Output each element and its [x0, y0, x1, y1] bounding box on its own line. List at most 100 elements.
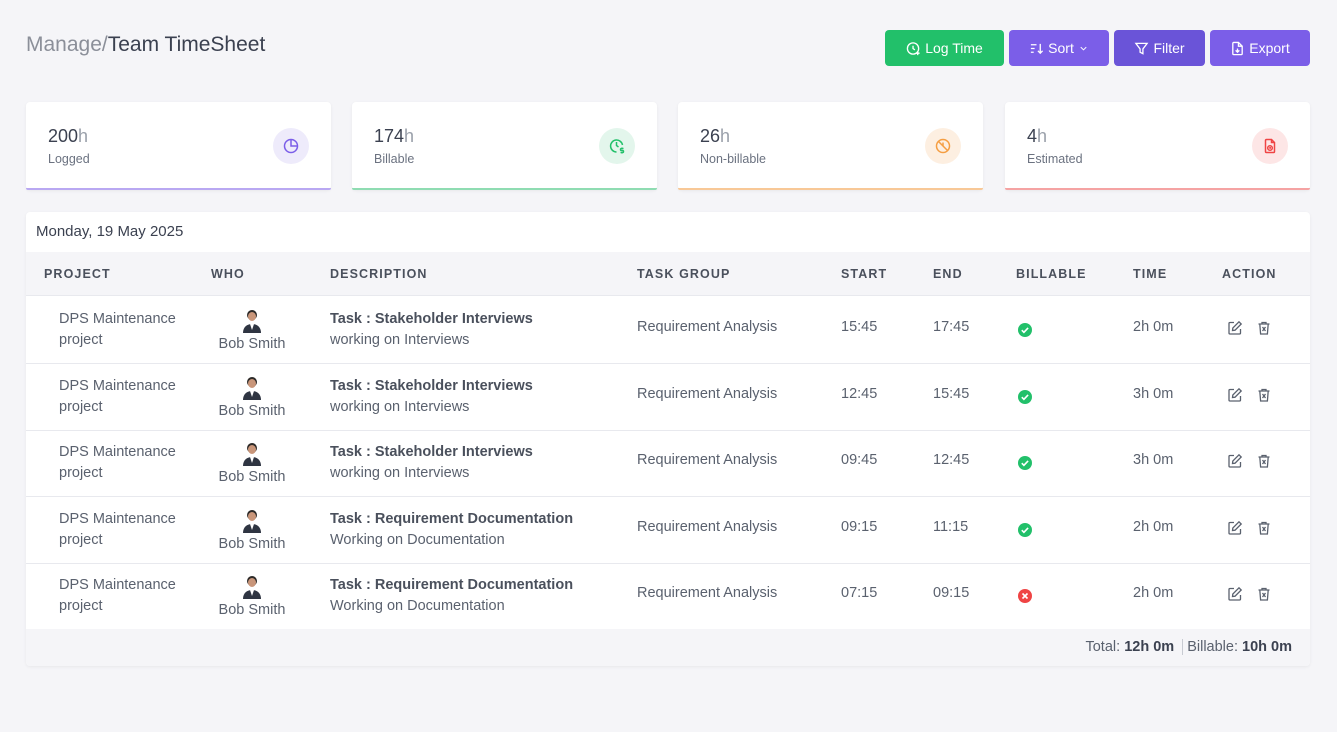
breadcrumb-parent[interactable]: Manage: [26, 33, 102, 56]
pie-chart-icon: [273, 128, 309, 164]
who-name: Bob Smith: [218, 336, 286, 352]
who-cell: Bob Smith: [212, 440, 292, 486]
stat-label: Estimated: [1027, 152, 1083, 166]
edit-icon[interactable]: [1227, 520, 1243, 536]
table-footer: Total: 12h 0m Billable: 10h 0m: [26, 629, 1310, 666]
avatar: [243, 510, 261, 533]
export-button[interactable]: Export: [1210, 30, 1310, 66]
action-cell: [1227, 387, 1272, 403]
filter-button[interactable]: Filter: [1114, 30, 1205, 66]
stat-label: Logged: [48, 152, 90, 166]
start-cell: 07:15: [841, 585, 878, 601]
who-cell: Bob Smith: [212, 307, 292, 353]
table-row[interactable]: DPS Maintenance project Bob Smith Task :…: [26, 563, 1310, 630]
edit-icon[interactable]: [1227, 586, 1243, 602]
end-cell: 15:45: [933, 386, 970, 402]
start-cell: 12:45: [841, 386, 878, 402]
delete-icon[interactable]: [1256, 586, 1272, 602]
who-cell: Bob Smith: [212, 507, 292, 553]
time-cell: 2h 0m: [1133, 319, 1174, 335]
end-cell: 09:15: [933, 585, 970, 601]
stat-label: Non-billable: [700, 152, 767, 166]
delete-icon[interactable]: [1256, 520, 1272, 536]
table-row[interactable]: DPS Maintenance project Bob Smith Task :…: [26, 497, 1310, 564]
task-title: Task : Stakeholder Interviews: [330, 378, 533, 394]
action-cell: [1227, 586, 1272, 602]
time-cell: 2h 0m: [1133, 585, 1174, 601]
non-billable-x-icon: [1018, 589, 1032, 603]
timesheet-panel: Monday, 19 May 2025 PROJECT WHO DESCRIPT…: [26, 212, 1310, 666]
col-billable[interactable]: BILLABLE: [1016, 267, 1087, 281]
edit-icon[interactable]: [1227, 387, 1243, 403]
who-name: Bob Smith: [218, 602, 286, 618]
col-end[interactable]: END: [933, 267, 963, 281]
sort-icon: [1031, 43, 1044, 54]
who-cell: Bob Smith: [212, 573, 292, 619]
edit-icon[interactable]: [1227, 320, 1243, 336]
col-who[interactable]: WHO: [211, 267, 245, 281]
start-cell: 09:45: [841, 452, 878, 468]
action-cell: [1227, 453, 1272, 469]
chevron-down-icon: [1080, 46, 1087, 51]
stat-value: 4h: [1027, 126, 1048, 146]
stat-card-non-billable: 26h Non-billable: [678, 102, 983, 190]
sort-label: Sort: [1048, 40, 1074, 56]
col-start[interactable]: START: [841, 267, 888, 281]
project-cell: DPS Maintenance project: [59, 577, 176, 614]
start-cell: 09:15: [841, 519, 878, 535]
stats-cards: 200h Logged 174h Billable 26h Non-billab…: [26, 102, 1310, 190]
who-name: Bob Smith: [218, 536, 286, 552]
totals-summary: Total: 12h 0m Billable: 10h 0m: [1085, 639, 1292, 655]
end-cell: 11:15: [933, 519, 969, 535]
col-description[interactable]: DESCRIPTION: [330, 267, 428, 281]
stat-card-estimated: 4h Estimated: [1005, 102, 1310, 190]
project-cell: DPS Maintenance project: [59, 378, 176, 415]
table-row[interactable]: DPS Maintenance project Bob Smith Task :…: [26, 430, 1310, 497]
col-action: ACTION: [1222, 267, 1277, 281]
delete-icon[interactable]: [1256, 387, 1272, 403]
table-header: PROJECT WHO DESCRIPTION TASK GROUP START…: [26, 252, 1310, 296]
avatar: [243, 310, 261, 333]
log-time-button[interactable]: Log Time: [885, 30, 1004, 66]
col-task-group[interactable]: TASK GROUP: [637, 267, 731, 281]
col-time[interactable]: TIME: [1133, 267, 1168, 281]
stat-value: 174h: [374, 126, 415, 146]
billable-check-icon: [1018, 456, 1032, 470]
stat-accent-bar: [26, 188, 331, 190]
stat-accent-bar: [1005, 188, 1310, 190]
estimate-document-icon: [1252, 128, 1288, 164]
avatar: [243, 443, 261, 466]
task-group-cell: Requirement Analysis: [637, 452, 778, 468]
who-name: Bob Smith: [218, 403, 286, 419]
total-value: 12h 0m: [1124, 639, 1175, 655]
sort-button[interactable]: Sort: [1009, 30, 1109, 66]
task-title: Task : Stakeholder Interviews: [330, 444, 533, 460]
timesheet-date: Monday, 19 May 2025: [36, 223, 184, 240]
task-title: Task : Stakeholder Interviews: [330, 311, 533, 327]
delete-icon[interactable]: [1256, 453, 1272, 469]
task-note: working on Interviews: [330, 399, 470, 415]
description-cell: Task : Stakeholder Interviews working on…: [330, 442, 533, 484]
task-group-cell: Requirement Analysis: [637, 386, 778, 402]
task-note: working on Interviews: [330, 465, 470, 481]
export-label: Export: [1249, 40, 1290, 56]
stat-card-billable: 174h Billable: [352, 102, 657, 190]
billable-total-value: 10h 0m: [1242, 639, 1292, 655]
edit-icon[interactable]: [1227, 453, 1243, 469]
project-cell: DPS Maintenance project: [59, 444, 176, 481]
breadcrumb: Manage/Team TimeSheet: [26, 32, 265, 58]
table-row[interactable]: DPS Maintenance project Bob Smith Task :…: [26, 297, 1310, 364]
breadcrumb-separator: /: [101, 33, 108, 56]
description-cell: Task : Stakeholder Interviews working on…: [330, 309, 533, 351]
clock-plus-icon: [906, 41, 920, 55]
description-cell: Task : Requirement Documentation Working…: [330, 509, 573, 551]
table-row[interactable]: DPS Maintenance project Bob Smith Task :…: [26, 364, 1310, 431]
delete-icon[interactable]: [1256, 320, 1272, 336]
who-cell: Bob Smith: [212, 374, 292, 420]
description-cell: Task : Requirement Documentation Working…: [330, 575, 573, 617]
task-title: Task : Requirement Documentation: [330, 511, 574, 527]
task-note: Working on Documentation: [330, 532, 505, 548]
project-cell: DPS Maintenance project: [59, 311, 176, 348]
action-cell: [1227, 320, 1272, 336]
col-project[interactable]: PROJECT: [44, 267, 111, 281]
